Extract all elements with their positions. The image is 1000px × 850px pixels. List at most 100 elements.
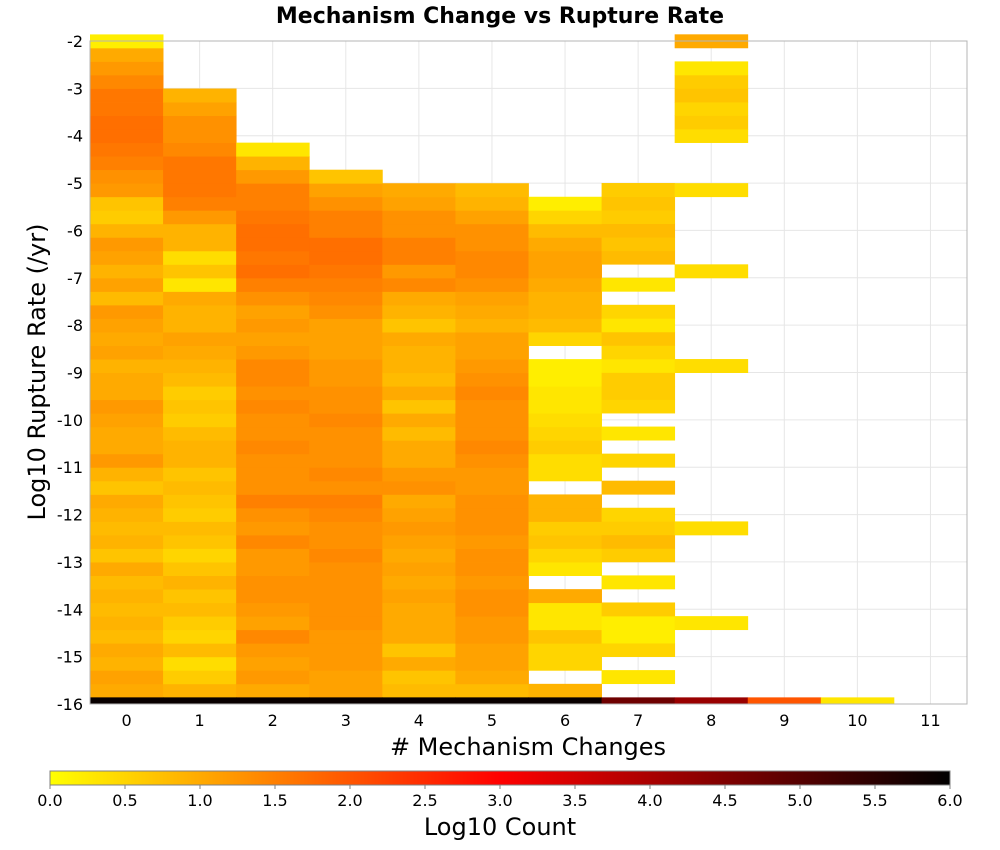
heatmap-cell [90, 115, 164, 130]
heatmap-cell [455, 480, 529, 495]
heatmap-cell [601, 250, 676, 265]
heatmap-cell [309, 670, 383, 685]
heatmap-cell [90, 156, 164, 171]
heatmap-cell [163, 196, 237, 211]
heatmap-cell [163, 102, 237, 116]
heatmap-cell [455, 453, 529, 468]
heatmap-cell [601, 318, 676, 333]
heatmap-cell [236, 413, 310, 428]
y-tick-label: -12 [57, 506, 83, 525]
heatmap-cell [674, 521, 749, 536]
heatmap-cell [163, 142, 237, 157]
heatmap-cell [163, 521, 237, 536]
heatmap-cell [528, 616, 602, 631]
heatmap-cell [382, 237, 456, 252]
heatmap-cell [455, 467, 529, 482]
heatmap-cell [382, 210, 456, 225]
heatmap-cell [236, 399, 310, 414]
heatmap-cell [236, 453, 310, 468]
heatmap-cell [90, 521, 164, 536]
heatmap-cell [309, 426, 383, 441]
heatmap-cell [528, 507, 602, 522]
heatmap-cell [601, 629, 676, 644]
heatmap-cell [601, 223, 676, 238]
heatmap-cell [163, 88, 237, 103]
heatmap-cell [236, 616, 310, 631]
heatmap-cell [163, 291, 237, 306]
x-axis-title: # Mechanism Changes [390, 733, 666, 761]
heatmap-cell [90, 359, 164, 374]
heatmap-cell [674, 88, 749, 103]
heatmap-cell [236, 345, 310, 360]
heatmap-cell [382, 697, 456, 704]
heatmap-cell [163, 589, 237, 604]
heatmap-cell [163, 480, 237, 495]
heatmap-cell [820, 697, 895, 704]
heatmap-cell [382, 291, 456, 306]
heatmap-cell [236, 169, 310, 184]
heatmap-cell [309, 683, 383, 698]
heatmap-cell [455, 562, 529, 576]
heatmap-cell [163, 697, 237, 704]
y-tick-label: -13 [57, 553, 83, 572]
heatmap-cell [382, 575, 456, 590]
heatmap-cell [674, 129, 749, 143]
heatmap-cell [601, 615, 676, 630]
heatmap-cell [455, 683, 529, 698]
heatmap-cell [528, 562, 602, 576]
heatmap-cell [382, 616, 456, 631]
heatmap-cell [90, 575, 164, 590]
heatmap-cell [382, 440, 456, 455]
heatmap-cell [163, 372, 237, 387]
heatmap-cell [601, 210, 676, 225]
heatmap-cell [236, 156, 310, 171]
heatmap-cell [163, 535, 237, 549]
heatmap-cell [309, 602, 383, 617]
x-tick-label: 6 [560, 711, 570, 730]
x-tick-label: 9 [779, 711, 789, 730]
heatmap-cell [455, 494, 529, 509]
heatmap-cell [382, 629, 456, 644]
heatmap-cell [236, 196, 310, 211]
heatmap-cell [309, 521, 383, 536]
heatmap-cell [236, 548, 310, 563]
heatmap-cell [236, 332, 310, 346]
chart-title: Mechanism Change vs Rupture Rate [276, 4, 724, 29]
heatmap-cell [90, 291, 164, 306]
heatmap-cell [236, 291, 310, 306]
heatmap-cell [309, 210, 383, 225]
heatmap-cell [163, 453, 237, 468]
heatmap-cell [236, 643, 310, 658]
heatmap-cell [674, 101, 749, 116]
colorbar-tick-label: 1.0 [187, 791, 212, 810]
heatmap-cell [455, 183, 529, 198]
heatmap-cell [382, 602, 456, 617]
heatmap-cell [236, 575, 310, 590]
heatmap-cell [309, 656, 383, 671]
heatmap-cell [236, 683, 310, 698]
heatmap-cell [455, 277, 529, 292]
heatmap-cell [455, 237, 529, 252]
heatmap-cell [163, 318, 237, 333]
colorbar-tick-label: 4.5 [712, 791, 737, 810]
heatmap-cell [90, 264, 164, 279]
heatmap-cell [528, 237, 602, 252]
heatmap-cell [674, 74, 749, 89]
heatmap-cell [236, 670, 310, 685]
heatmap-cell [309, 413, 383, 428]
heatmap-cell [382, 196, 456, 211]
heatmap-cell [382, 305, 456, 319]
heatmap-cell [236, 507, 310, 522]
y-tick-label: -7 [67, 269, 83, 288]
heatmap-cell [90, 548, 164, 563]
heatmap-cell [601, 602, 676, 617]
heatmap-cell [236, 318, 310, 333]
colorbar [49, 770, 951, 786]
heatmap-cell [528, 453, 602, 468]
heatmap-cell [382, 670, 456, 685]
heatmap-cell [236, 467, 310, 482]
heatmap-cell [455, 643, 529, 658]
heatmap-cell [163, 507, 237, 522]
heatmap-cell [674, 183, 749, 198]
